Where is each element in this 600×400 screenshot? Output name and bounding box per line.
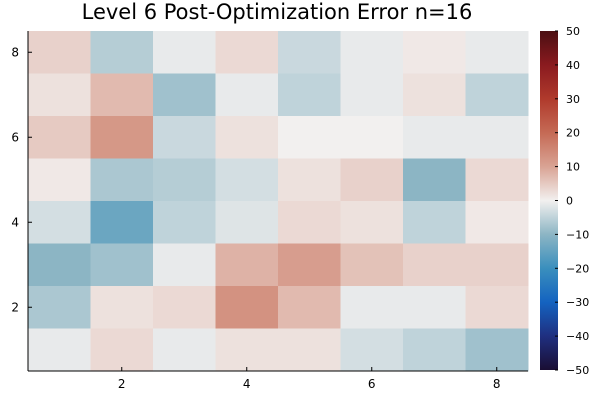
heatmap-cell: [465, 31, 529, 74]
heatmap-cell: [153, 328, 216, 372]
heatmap-cell: [278, 31, 341, 74]
heatmap-cell: [465, 201, 529, 244]
colorbar-tick-label: −50: [566, 364, 589, 377]
heatmap-cell: [465, 328, 529, 372]
heatmap-cell: [278, 158, 341, 202]
heatmap-cell: [278, 116, 341, 159]
heatmap-cell: [215, 328, 279, 372]
heatmap-cell: [153, 286, 216, 329]
heatmap-cell: [28, 328, 91, 372]
colorbar-tick-label: 30: [566, 93, 580, 106]
heatmap-cell: [465, 158, 529, 202]
heatmap-cell: [90, 286, 154, 329]
heatmap-cell: [215, 116, 279, 159]
heatmap-cell: [278, 286, 341, 329]
heatmap-cell: [153, 243, 216, 287]
heatmap-cell: [90, 31, 154, 74]
colorbar-tick-label: 20: [566, 127, 580, 140]
heatmap-cell: [90, 328, 154, 372]
colorbar-tick-label: 50: [566, 25, 580, 38]
heatmap-cell: [403, 243, 466, 287]
heatmap-cell: [153, 31, 216, 74]
x-axis-ticks: 2 4 6 8: [118, 367, 501, 391]
heatmap-cell: [215, 158, 279, 202]
heatmap-cell: [28, 116, 91, 159]
heatmap-cell: [90, 73, 154, 117]
heatmap-cell: [340, 286, 404, 329]
heatmap-cell: [465, 286, 529, 329]
colorbar-tick-label: −40: [566, 330, 589, 343]
heatmap-cell: [215, 243, 279, 287]
heatmap-cell: [215, 201, 279, 244]
x-tick-label: 6: [368, 377, 376, 391]
heatmap-cell: [278, 201, 341, 244]
heatmap-cell: [153, 158, 216, 202]
y-tick-label: 8: [11, 45, 19, 59]
colorbar-tick-label: 40: [566, 59, 580, 72]
heatmap-cell: [403, 201, 466, 244]
heatmap-cell: [153, 116, 216, 159]
heatmap-cell: [403, 158, 466, 202]
x-tick-label: 4: [243, 377, 251, 391]
heatmap-cell: [340, 158, 404, 202]
heatmap-cell: [465, 243, 529, 287]
heatmap-cell: [403, 31, 466, 74]
heatmap-cell: [153, 201, 216, 244]
x-tick-label: 8: [493, 377, 501, 391]
heatmap-cell: [403, 328, 466, 372]
heatmap-cell: [340, 201, 404, 244]
heatmap-cell: [340, 31, 404, 74]
y-tick-label: 4: [11, 215, 19, 229]
heatmap-cell: [403, 116, 466, 159]
heatmap-cell: [340, 73, 404, 117]
heatmap-cell: [153, 73, 216, 117]
heatmap-cell: [28, 243, 91, 287]
colorbar-tick-label: 10: [566, 161, 580, 174]
x-tick-label: 2: [118, 377, 126, 391]
heatmap-cell: [90, 201, 154, 244]
colorbar-tick-label: −30: [566, 296, 589, 309]
y-tick-label: 2: [11, 300, 19, 314]
colorbar: [540, 31, 558, 370]
colorbar-tick-label: −20: [566, 262, 589, 275]
heatmap-cell: [28, 158, 91, 202]
heatmap-cell: [215, 31, 279, 74]
heatmap-cell: [28, 201, 91, 244]
colorbar-ticks: 50 40 30 20 10 0 −10 −20 −30 −40 −50: [555, 25, 589, 377]
heatmap-cell: [90, 243, 154, 287]
heatmap-cell: [90, 158, 154, 202]
heatmap-cell: [28, 31, 91, 74]
heatmap-cell: [215, 286, 279, 329]
heatmap-cell: [465, 73, 529, 117]
heatmap-cell: [465, 116, 529, 159]
heatmap-cell: [340, 328, 404, 372]
heatmap-cell: [90, 116, 154, 159]
heatmap-cell: [340, 243, 404, 287]
heatmap-cell: [340, 116, 404, 159]
y-tick-label: 6: [11, 130, 19, 144]
heatmap-cell: [403, 286, 466, 329]
heatmap-cell: [278, 243, 341, 287]
heatmap-cell: [278, 328, 341, 372]
colorbar-tick-label: −10: [566, 228, 589, 241]
heatmap-cell: [278, 73, 341, 117]
chart-title: Level 6 Post-Optimization Error n=16: [82, 0, 473, 24]
heatmap-cell: [403, 73, 466, 117]
heatmap-cells: [28, 31, 529, 372]
y-axis-ticks: 2 4 6 8: [11, 45, 32, 314]
heatmap-cell: [28, 73, 91, 117]
heatmap-cell: [28, 286, 91, 329]
heatmap-cell: [215, 73, 279, 117]
colorbar-tick-label: 0: [566, 195, 573, 208]
